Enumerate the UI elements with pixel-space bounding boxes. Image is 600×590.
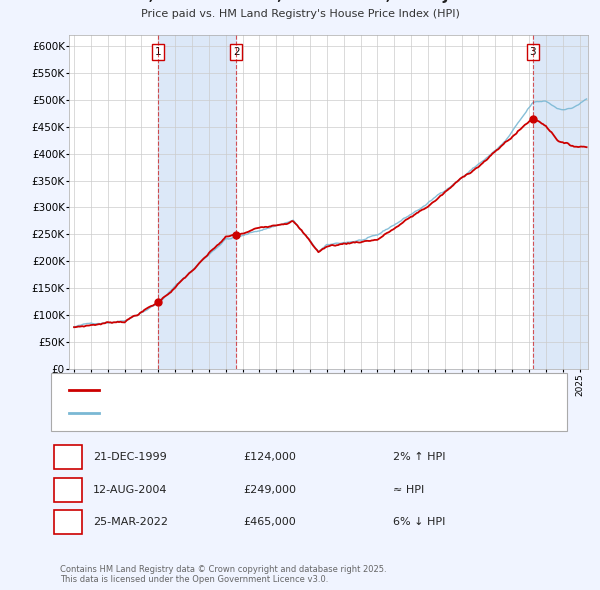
- Text: 6% ↓ HPI: 6% ↓ HPI: [393, 517, 445, 527]
- Text: 3: 3: [64, 516, 72, 529]
- Text: 21-DEC-1999: 21-DEC-1999: [93, 453, 167, 462]
- Text: £124,000: £124,000: [243, 453, 296, 462]
- Text: 2: 2: [233, 47, 239, 57]
- Text: 1: 1: [64, 451, 72, 464]
- Text: 2% ↑ HPI: 2% ↑ HPI: [393, 453, 445, 462]
- Text: £465,000: £465,000: [243, 517, 296, 527]
- Text: 3: 3: [529, 47, 536, 57]
- Text: 4, ROMANY ROAD, GILLINGHAM, ME8 6JH: 4, ROMANY ROAD, GILLINGHAM, ME8 6JH: [139, 0, 461, 3]
- Text: HPI: Average price, detached house, Medway: HPI: Average price, detached house, Medw…: [108, 408, 344, 418]
- Text: Price paid vs. HM Land Registry's House Price Index (HPI): Price paid vs. HM Land Registry's House …: [140, 9, 460, 19]
- Text: 1: 1: [154, 47, 161, 57]
- Text: 12-AUG-2004: 12-AUG-2004: [93, 485, 167, 494]
- Text: 25-MAR-2022: 25-MAR-2022: [93, 517, 168, 527]
- Bar: [533, 35, 588, 369]
- Bar: [158, 35, 236, 369]
- Text: 2: 2: [64, 483, 72, 496]
- Text: 4, ROMANY ROAD, GILLINGHAM, ME8 6JH (detached house): 4, ROMANY ROAD, GILLINGHAM, ME8 6JH (det…: [108, 385, 416, 395]
- Text: Contains HM Land Registry data © Crown copyright and database right 2025.
This d: Contains HM Land Registry data © Crown c…: [60, 565, 386, 584]
- Text: ≈ HPI: ≈ HPI: [393, 485, 424, 494]
- Text: £249,000: £249,000: [243, 485, 296, 494]
